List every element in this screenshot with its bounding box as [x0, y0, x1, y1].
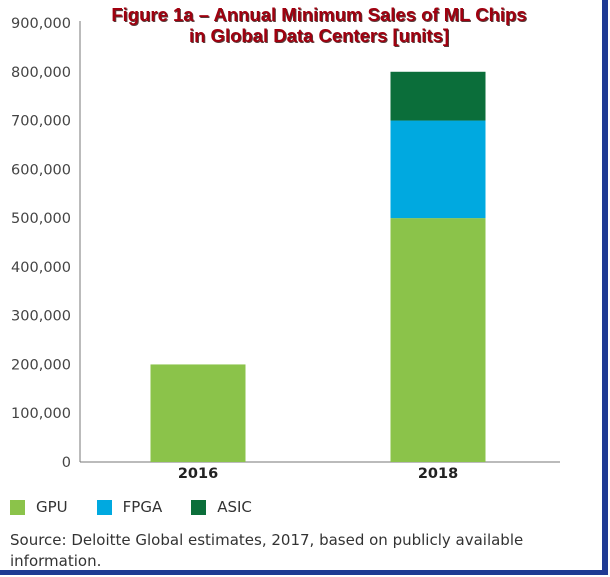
bar-asic-2018: [390, 71, 486, 121]
x-tick-label: 2016: [178, 466, 218, 482]
y-tick-label: 100,000: [11, 406, 71, 422]
y-tick-label: 500,000: [11, 211, 71, 227]
y-tick-label: 600,000: [11, 162, 71, 178]
bar-fpga-2018: [390, 120, 486, 219]
legend-label-gpu: GPU: [36, 498, 68, 516]
bar-gpu-2018: [390, 218, 486, 462]
y-tick-label: 0: [62, 455, 71, 471]
legend-item-asic: ASIC: [191, 498, 252, 516]
y-tick-label: 900,000: [11, 16, 71, 32]
y-tick-label: 800,000: [11, 65, 71, 81]
legend-swatch-asic: [191, 499, 207, 515]
legend-item-fpga: FPGA: [96, 498, 163, 516]
y-tick-label: 200,000: [11, 357, 71, 373]
legend-item-gpu: GPU: [10, 498, 68, 516]
legend-swatch-gpu: [10, 499, 25, 515]
chart-title-line-2: in Global Data Centers [units]: [188, 25, 450, 46]
stacked-bar-chart: 0 100,000 200,000 300,000 400,000 500,000 600,…: [11, 16, 560, 482]
x-tick-label: 2018: [418, 466, 458, 482]
legend-swatch-fpga: [96, 499, 112, 515]
y-tick-label: 400,000: [11, 260, 71, 276]
y-tick-label: 700,000: [11, 114, 71, 130]
y-tick-label: 300,000: [11, 309, 71, 325]
source-note: Source: Deloitte Global estimates, 2017,…: [10, 531, 524, 570]
legend-label-fpga: FPGA: [122, 498, 163, 516]
legend-label-asic: ASIC: [217, 498, 252, 516]
chart-title-line-1: Figure 1a – Annual Minimum Sales of ML C…: [111, 4, 527, 25]
bar-gpu-2016: [150, 364, 246, 462]
chart-legend: GPU FPGA ASIC: [10, 497, 281, 517]
chart-title: Figure 1a – Annual Minimum Sales of ML C…: [0, 4, 610, 46]
